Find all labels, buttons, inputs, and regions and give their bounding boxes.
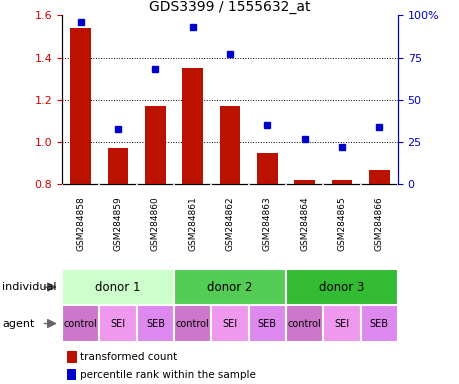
- Bar: [368, 170, 389, 184]
- Text: SEB: SEB: [369, 318, 388, 329]
- Text: SEB: SEB: [257, 318, 276, 329]
- Text: agent: agent: [2, 319, 34, 329]
- Bar: [257, 152, 277, 184]
- Bar: [360, 305, 397, 342]
- Text: percentile rank within the sample: percentile rank within the sample: [80, 370, 256, 380]
- Text: SEI: SEI: [334, 318, 349, 329]
- Bar: [62, 269, 174, 305]
- Text: donor 1: donor 1: [95, 281, 140, 293]
- Bar: [107, 149, 128, 184]
- Text: donor 2: donor 2: [207, 281, 252, 293]
- Bar: [294, 180, 314, 184]
- Text: GSM284858: GSM284858: [76, 197, 85, 251]
- Text: SEB: SEB: [146, 318, 164, 329]
- Text: transformed count: transformed count: [80, 352, 177, 362]
- Bar: [99, 305, 136, 342]
- Text: control: control: [287, 318, 321, 329]
- Bar: [136, 305, 174, 342]
- Text: control: control: [175, 318, 209, 329]
- Bar: [182, 68, 202, 184]
- Bar: [211, 305, 248, 342]
- Bar: [219, 106, 240, 184]
- Bar: [285, 269, 397, 305]
- Text: GSM284862: GSM284862: [225, 197, 234, 251]
- Bar: [323, 305, 360, 342]
- Bar: [331, 180, 352, 184]
- Text: individual: individual: [2, 282, 56, 292]
- Text: GSM284861: GSM284861: [188, 197, 197, 251]
- Bar: [248, 305, 285, 342]
- Text: GSM284863: GSM284863: [262, 197, 271, 251]
- Text: GSM284860: GSM284860: [151, 197, 160, 251]
- Bar: [62, 305, 99, 342]
- Text: GSM284865: GSM284865: [337, 197, 346, 251]
- Text: control: control: [64, 318, 97, 329]
- Text: GSM284866: GSM284866: [374, 197, 383, 251]
- Text: donor 3: donor 3: [319, 281, 364, 293]
- Title: GDS3399 / 1555632_at: GDS3399 / 1555632_at: [149, 0, 310, 14]
- Text: GSM284859: GSM284859: [113, 197, 122, 251]
- Bar: [174, 269, 285, 305]
- Bar: [285, 305, 323, 342]
- Text: SEI: SEI: [110, 318, 125, 329]
- Bar: [70, 28, 91, 184]
- Text: SEI: SEI: [222, 318, 237, 329]
- Bar: [145, 106, 165, 184]
- Bar: [174, 305, 211, 342]
- Text: GSM284864: GSM284864: [299, 197, 308, 251]
